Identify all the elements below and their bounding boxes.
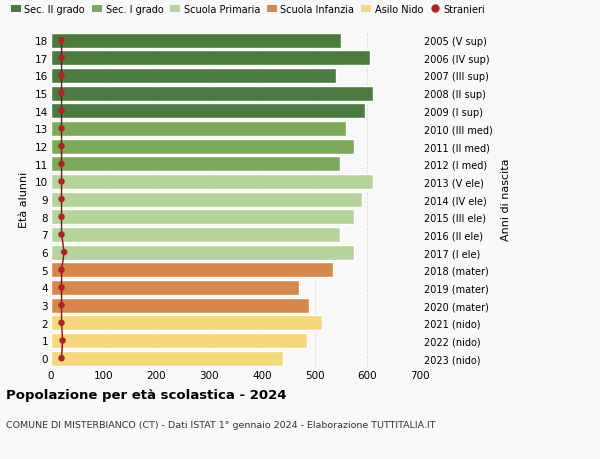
Point (57, 55, 67, 62)
Bar (51, 316, 322, 330)
Point (58, 337, 67, 344)
Point (57, 125, 67, 133)
Point (57, 302, 67, 309)
Bar (51, 298, 310, 313)
Text: Popolazione per età scolastica - 2024: Popolazione per età scolastica - 2024 (6, 388, 287, 401)
Point (57, 73, 67, 80)
Bar (51, 51, 370, 66)
Bar (51, 210, 354, 225)
Bar (51, 86, 373, 101)
Point (57, 319, 67, 327)
Bar (51, 104, 365, 119)
Point (57, 284, 67, 291)
Point (57, 231, 67, 239)
Bar (51, 245, 354, 260)
Bar (51, 280, 299, 295)
Text: COMUNE DI MISTERBIANCO (CT) - Dati ISTAT 1° gennaio 2024 - Elaborazione TUTTITAL: COMUNE DI MISTERBIANCO (CT) - Dati ISTAT… (6, 420, 436, 429)
Point (57, 90, 67, 97)
Bar (51, 157, 340, 172)
Point (57, 37, 67, 45)
Point (57, 143, 67, 151)
Bar (51, 228, 340, 242)
Point (57, 161, 67, 168)
Y-axis label: Anni di nascita: Anni di nascita (501, 158, 511, 241)
Point (57, 213, 67, 221)
Bar (51, 263, 333, 278)
Legend: Sec. II grado, Sec. I grado, Scuola Primaria, Scuola Infanzia, Asilo Nido, Stran: Sec. II grado, Sec. I grado, Scuola Prim… (11, 5, 485, 15)
Bar (51, 333, 307, 348)
Point (57, 355, 67, 362)
Bar (51, 69, 335, 84)
Point (57, 179, 67, 186)
Bar (51, 139, 354, 154)
Point (57, 108, 67, 115)
Bar (51, 34, 341, 49)
Y-axis label: Età alunni: Età alunni (19, 172, 29, 228)
Point (59, 249, 69, 256)
Bar (51, 192, 362, 207)
Point (57, 267, 67, 274)
Bar (51, 351, 283, 366)
Point (57, 196, 67, 203)
Bar (51, 122, 346, 137)
Bar (51, 174, 373, 190)
